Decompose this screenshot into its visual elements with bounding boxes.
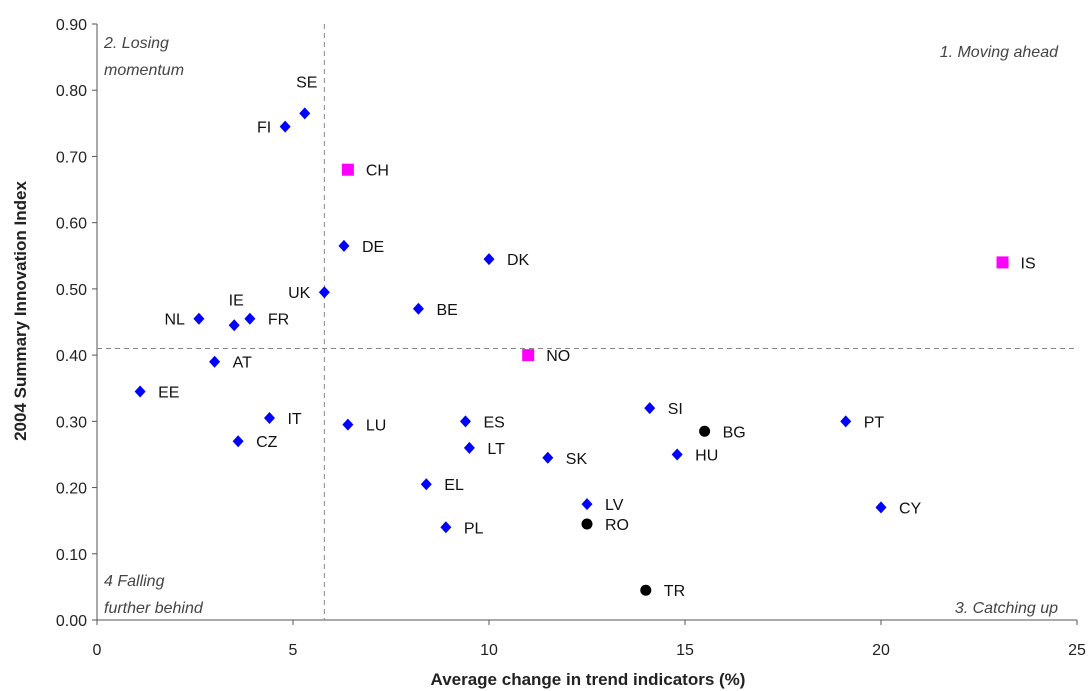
point-label-dk: DK xyxy=(507,252,530,269)
point-tr xyxy=(640,584,652,596)
point-ee xyxy=(134,385,146,398)
y-tick-label: 0.00 xyxy=(56,613,87,630)
point-ch xyxy=(341,163,354,176)
point-label-fr: FR xyxy=(268,312,289,329)
y-tick-label: 0.90 xyxy=(56,17,87,34)
point-label-no: NO xyxy=(546,348,570,365)
point-lu xyxy=(342,418,354,431)
point-dk xyxy=(483,253,495,266)
quadrant-label-q1: 1. Moving ahead xyxy=(940,44,1059,61)
y-tick-label: 0.50 xyxy=(56,282,87,299)
point-ie xyxy=(228,319,240,332)
point-label-cz: CZ xyxy=(256,434,278,451)
x-tick-label: 0 xyxy=(93,642,102,659)
point-label-hu: HU xyxy=(695,447,718,464)
point-label-be: BE xyxy=(436,302,457,319)
y-tick-label: 0.70 xyxy=(56,149,87,166)
point-lv xyxy=(581,498,593,511)
point-label-is: IS xyxy=(1021,255,1036,272)
y-axis-title: 2004 Summary Innovation Index xyxy=(11,181,30,441)
point-pt xyxy=(840,415,852,428)
data-points xyxy=(134,107,1009,596)
quadrant-dividers xyxy=(97,24,1077,620)
point-hu xyxy=(671,448,683,461)
point-label-el: EL xyxy=(444,477,464,494)
plot-frame xyxy=(96,24,1077,621)
point-label-bg: BG xyxy=(723,424,746,441)
point-label-lt: LT xyxy=(487,441,505,458)
point-label-pl: PL xyxy=(464,520,484,537)
point-bg xyxy=(699,425,711,437)
quadrant-labels: 2. Losing momentum 1. Moving ahead 4 Fallin… xyxy=(103,35,1059,617)
point-is xyxy=(996,256,1009,269)
point-cy xyxy=(875,501,887,514)
point-de xyxy=(338,239,350,252)
y-tick-label: 0.30 xyxy=(56,414,87,431)
point-label-at: AT xyxy=(233,355,252,372)
point-nl xyxy=(193,312,205,325)
point-label-sk: SK xyxy=(566,451,588,468)
x-tick-label: 5 xyxy=(289,642,298,659)
quadrant-label-q4: 4 Falling xyxy=(104,573,165,590)
point-be xyxy=(412,302,424,315)
point-fr xyxy=(244,312,256,325)
point-label-pt: PT xyxy=(864,414,885,431)
point-label-fi: FI xyxy=(257,120,271,137)
point-label-se: SE xyxy=(296,74,317,91)
point-uk xyxy=(318,286,330,299)
point-si xyxy=(644,402,656,415)
point-el xyxy=(420,478,432,491)
quadrant-label-q2: 2. Losing xyxy=(103,35,169,52)
x-tick-label: 25 xyxy=(1068,642,1086,659)
quadrant-label-q4: further behind xyxy=(104,600,204,617)
point-ro xyxy=(581,518,593,530)
y-axis-ticks: 0.00 0.10 0.20 0.30 0.40 0.50 0.60 0.70 0.80 0.90 xyxy=(56,17,97,630)
point-es xyxy=(459,415,471,428)
y-tick-label: 0.20 xyxy=(56,481,87,498)
point-label-lu: LU xyxy=(366,418,386,435)
point-label-ie: IE xyxy=(229,292,244,309)
point-label-tr: TR xyxy=(664,583,685,600)
point-label-cy: CY xyxy=(899,500,922,517)
point-label-si: SI xyxy=(668,401,683,418)
y-tick-label: 0.80 xyxy=(56,83,87,100)
x-tick-label: 15 xyxy=(676,642,694,659)
x-tick-label: 10 xyxy=(480,642,498,659)
y-tick-label: 0.10 xyxy=(56,547,87,564)
point-labels: SE FI CH DE DK IS UK BE IE NL FR NO AT EE SI IT ES PT LU BG… xyxy=(158,74,1036,600)
quadrant-label-q2: momentum xyxy=(104,62,184,79)
point-lt xyxy=(463,441,475,454)
point-pl xyxy=(440,521,452,534)
point-label-it: IT xyxy=(287,411,301,428)
point-label-es: ES xyxy=(483,414,504,431)
y-tick-label: 0.40 xyxy=(56,348,87,365)
y-tick-label: 0.60 xyxy=(56,216,87,233)
quadrant-label-q3: 3. Catching up xyxy=(955,600,1058,617)
point-sk xyxy=(542,451,554,464)
point-fi xyxy=(279,120,291,133)
point-cz xyxy=(232,435,244,448)
x-tick-label: 20 xyxy=(872,642,890,659)
point-label-uk: UK xyxy=(288,285,311,302)
point-label-de: DE xyxy=(362,239,384,256)
point-it xyxy=(263,412,275,425)
point-at xyxy=(209,355,221,368)
x-axis-ticks: 0 5 10 15 20 25 xyxy=(93,620,1086,659)
point-label-nl: NL xyxy=(164,312,185,329)
x-axis-title: Average change in trend indicators (%) xyxy=(431,670,746,689)
point-no xyxy=(522,349,535,362)
point-label-ch: CH xyxy=(366,163,389,180)
point-label-ee: EE xyxy=(158,385,179,402)
point-label-ro: RO xyxy=(605,517,629,534)
point-se xyxy=(299,107,311,120)
point-label-lv: LV xyxy=(605,497,624,514)
